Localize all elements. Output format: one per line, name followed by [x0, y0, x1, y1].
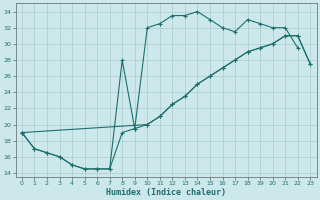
X-axis label: Humidex (Indice chaleur): Humidex (Indice chaleur) [106, 188, 226, 197]
